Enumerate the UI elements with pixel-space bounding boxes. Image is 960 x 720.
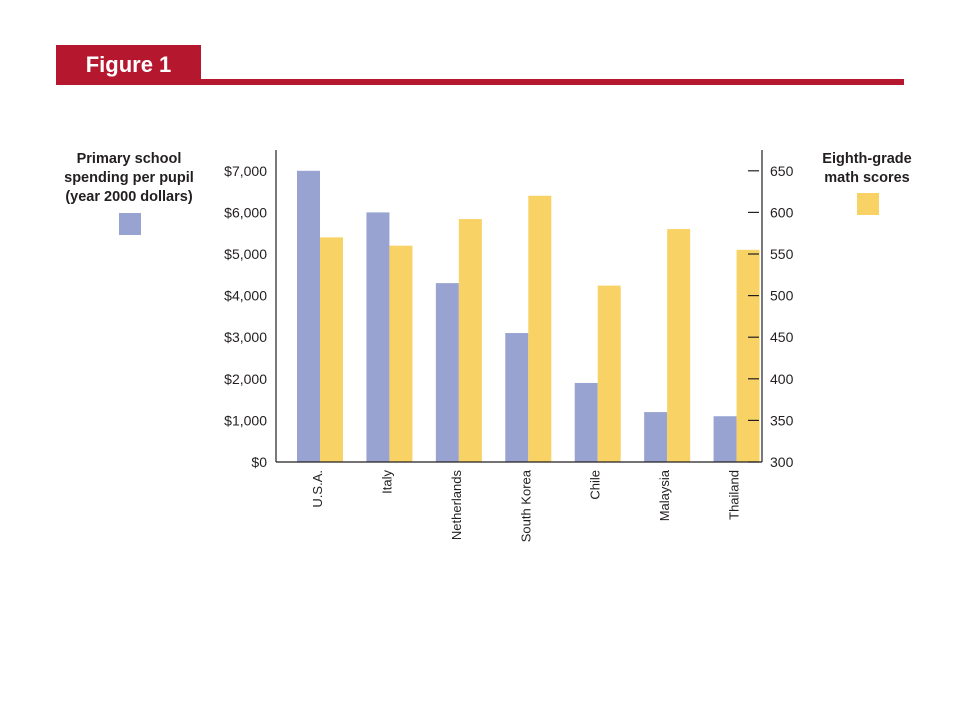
left-tick-label-4: $4,000 (224, 288, 267, 304)
category-label-3: South Korea (518, 469, 533, 542)
category-label-6: Thailand (727, 470, 742, 520)
math-score-bar-0 (320, 237, 343, 462)
category-label-2: Netherlands (449, 470, 464, 541)
left-tick-label-1: $1,000 (224, 412, 267, 428)
left-tick-label-5: $5,000 (224, 246, 267, 262)
figure-label: Figure 1 (56, 45, 201, 85)
math-score-bar-5 (667, 229, 691, 462)
left-tick-label-6: $6,000 (224, 204, 267, 220)
math-score-bar-6 (736, 249, 760, 462)
right-tick-label-3: 450 (770, 329, 794, 345)
spending-bar-1 (366, 212, 390, 462)
spending-bar-0 (297, 170, 320, 463)
left-tick-label-3: $3,000 (224, 329, 267, 345)
left-axis-legend-title: Primary school spending per pupil (year … (64, 151, 194, 205)
spending-bar-6 (713, 416, 737, 462)
spending-bar-3 (505, 333, 529, 462)
left-tick-label-2: $2,000 (224, 371, 267, 387)
spending-bar-2 (435, 283, 459, 462)
math-score-bar-1 (389, 245, 413, 462)
category-label-5: Malaysia (657, 469, 672, 521)
spending-bar-5 (644, 412, 668, 462)
right-tick-label-5: 550 (770, 246, 794, 262)
spending-bar-4 (574, 382, 598, 462)
left-tick-label-7: $7,000 (224, 163, 267, 179)
right-tick-label-7: 650 (770, 163, 794, 179)
math-score-bar-3 (528, 195, 552, 462)
left-tick-label-0: $0 (251, 454, 267, 470)
header-rule (56, 79, 904, 85)
category-label-0: U.S.A. (310, 470, 325, 508)
right-tick-label-2: 400 (770, 371, 794, 387)
spending-legend-swatch (119, 213, 141, 235)
category-label-4: Chile (588, 470, 603, 500)
right-axis-legend-title: Eighth-grade math scores (822, 151, 912, 186)
math-score-legend-swatch (857, 193, 879, 215)
right-tick-label-4: 500 (770, 288, 794, 304)
right-tick-label-1: 350 (770, 412, 794, 428)
right-tick-label-0: 300 (770, 454, 794, 470)
math-score-bar-2 (458, 219, 482, 462)
math-score-bar-4 (597, 285, 621, 462)
right-tick-label-6: 600 (770, 204, 794, 220)
category-label-1: Italy (379, 470, 394, 494)
